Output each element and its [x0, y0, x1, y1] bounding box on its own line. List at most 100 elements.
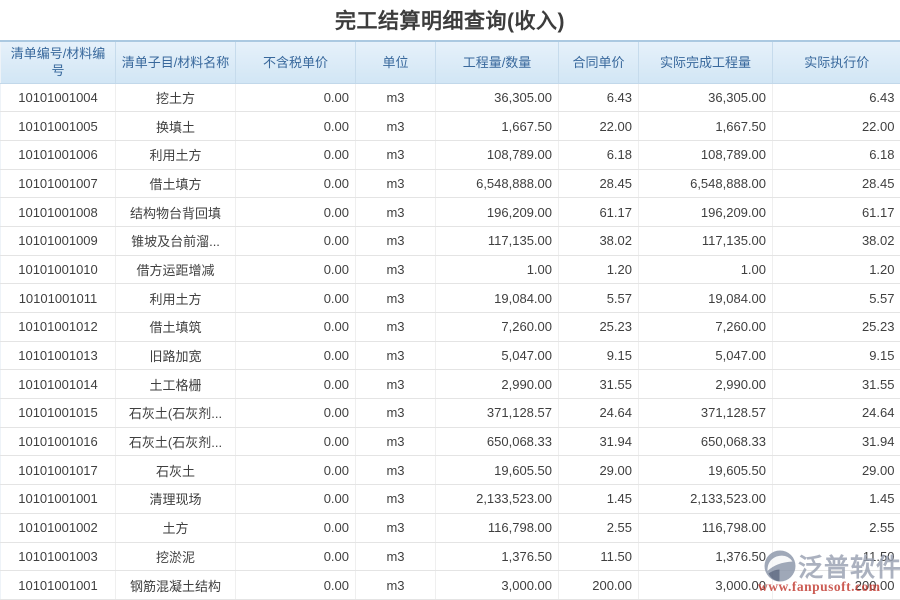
table-row[interactable]: 10101001017 石灰土 0.00 m3 19,605.50 29.00 19,605…	[0, 455, 900, 486]
table-header-row: 清单编号/材料编号 清单子目/材料名称 不含税单价 单位 工程量/数量 合同单价 实际完成工…	[0, 40, 900, 84]
column-header: 合同单价	[558, 40, 639, 84]
table-cell: 200.00	[772, 570, 900, 600]
table-row[interactable]: 10101001010 借方运距增减 0.00 m3 1.00 1.20 1.00 1.20	[0, 255, 900, 285]
table-cell: 10101001002	[0, 513, 116, 543]
table-cell: 10101001008	[0, 197, 116, 227]
table-cell: 6,548,888.00	[435, 169, 559, 199]
table-row[interactable]: 10101001016 石灰土(石灰剂... 0.00 m3 650,068.33 31.…	[0, 427, 900, 457]
table-cell: 2,133,523.00	[638, 484, 773, 514]
table-cell: 0.00	[235, 283, 356, 313]
table-cell: 9.15	[558, 341, 639, 371]
table-cell: 1.20	[772, 255, 900, 285]
table-row[interactable]: 10101001015 石灰土(石灰剂... 0.00 m3 371,128.57 24.…	[0, 398, 900, 428]
table-cell: 1.00	[638, 255, 773, 285]
table-cell: 借方运距增减	[115, 255, 236, 285]
table-cell: 22.00	[558, 111, 639, 141]
table-cell: 石灰土	[115, 455, 236, 486]
table-cell: 650,068.33	[435, 427, 559, 457]
table-row[interactable]: 10101001006 利用土方 0.00 m3 108,789.00 6.18 108,7…	[0, 140, 900, 170]
table-cell: m3	[355, 484, 436, 514]
table-cell: 29.00	[558, 455, 639, 486]
table-row[interactable]: 10101001008 结构物台背回填 0.00 m3 196,209.00 61.17 1…	[0, 197, 900, 227]
table-cell: 6,548,888.00	[638, 169, 773, 199]
table-row[interactable]: 10101001009 锥坡及台前溜... 0.00 m3 117,135.00 38.0…	[0, 226, 900, 256]
column-header: 清单编号/材料编号	[0, 40, 116, 84]
table-cell: 31.55	[558, 369, 639, 400]
table-row[interactable]: 10101001001 钢筋混凝土结构 0.00 m3 3,000.00 200.00 3,…	[0, 570, 900, 600]
table-cell: 5.57	[558, 283, 639, 313]
table-cell: 10101001017	[0, 455, 116, 486]
table-cell: 5,047.00	[638, 341, 773, 371]
table-cell: 3,000.00	[435, 570, 559, 600]
table-cell: 0.00	[235, 255, 356, 285]
table-cell: 5.57	[772, 283, 900, 313]
table-row[interactable]: 10101001003 挖淤泥 0.00 m3 1,376.50 11.50 1,376.5…	[0, 542, 900, 572]
table-row[interactable]: 10101001004 挖土方 0.00 m3 36,305.00 6.43 36,305.…	[0, 83, 900, 113]
table-cell: 371,128.57	[638, 398, 773, 428]
table-header: 清单编号/材料编号 清单子目/材料名称 不含税单价 单位 工程量/数量 合同单价 实际完成工…	[0, 40, 900, 84]
column-header: 单位	[355, 40, 436, 84]
table-row[interactable]: 10101001011 利用土方 0.00 m3 19,084.00 5.57 19,084…	[0, 283, 900, 313]
table-cell: 196,209.00	[435, 197, 559, 227]
table-cell: 6.18	[772, 140, 900, 170]
page-title: 完工结算明细查询(收入)	[335, 10, 565, 33]
table-cell: 10101001015	[0, 398, 116, 428]
table-cell: 24.64	[558, 398, 639, 428]
table-cell: 换填土	[115, 111, 236, 141]
table-cell: 石灰土(石灰剂...	[115, 427, 236, 457]
table-cell: 10101001011	[0, 283, 116, 313]
table-cell: 10101001009	[0, 226, 116, 256]
table-cell: m3	[355, 513, 436, 543]
table-row[interactable]: 10101001002 土方 0.00 m3 116,798.00 2.55 116,798…	[0, 513, 900, 543]
table-cell: 19,084.00	[638, 283, 773, 313]
table-cell: 0.00	[235, 226, 356, 256]
table-cell: 10101001001	[0, 484, 116, 514]
table-row[interactable]: 10101001001 清理现场 0.00 m3 2,133,523.00 1.45 2,1…	[0, 484, 900, 514]
table-cell: 28.45	[558, 169, 639, 199]
table-cell: 0.00	[235, 312, 356, 342]
table-cell: 116,798.00	[435, 513, 559, 543]
table-cell: 24.64	[772, 398, 900, 428]
table-cell: m3	[355, 111, 436, 141]
table-cell: 锥坡及台前溜...	[115, 226, 236, 256]
table-cell: m3	[355, 140, 436, 170]
table-cell: 0.00	[235, 513, 356, 543]
table-cell: 0.00	[235, 455, 356, 486]
table-cell: 19,605.50	[638, 455, 773, 486]
table-cell: 29.00	[772, 455, 900, 486]
table-cell: m3	[355, 169, 436, 199]
table-cell: 7,260.00	[638, 312, 773, 342]
table-cell: 2,990.00	[435, 369, 559, 400]
table-cell: 11.50	[772, 542, 900, 572]
table-cell: 5,047.00	[435, 341, 559, 371]
table-cell: 钢筋混凝土结构	[115, 570, 236, 600]
table-body: 10101001004 挖土方 0.00 m3 36,305.00 6.43 36,305.…	[0, 83, 900, 600]
table-cell: 117,135.00	[638, 226, 773, 256]
table-cell: 石灰土(石灰剂...	[115, 398, 236, 428]
table-cell: 36,305.00	[638, 83, 773, 113]
table-cell: 108,789.00	[435, 140, 559, 170]
table-cell: 6.43	[558, 83, 639, 113]
table-cell: 22.00	[772, 111, 900, 141]
table-cell: m3	[355, 398, 436, 428]
table-cell: 0.00	[235, 83, 356, 113]
table-cell: 0.00	[235, 398, 356, 428]
table-cell: 0.00	[235, 341, 356, 371]
table-row[interactable]: 10101001013 旧路加宽 0.00 m3 5,047.00 9.15 5,047.0…	[0, 341, 900, 371]
table-cell: 0.00	[235, 542, 356, 572]
table-cell: 10101001005	[0, 111, 116, 141]
table-cell: m3	[355, 283, 436, 313]
table-row[interactable]: 10101001012 借土填筑 0.00 m3 7,260.00 25.23 7,260.…	[0, 312, 900, 342]
table-cell: 0.00	[235, 169, 356, 199]
column-header: 实际执行价	[772, 40, 900, 84]
table-cell: 1.20	[558, 255, 639, 285]
table-row[interactable]: 10101001007 借土填方 0.00 m3 6,548,888.00 28.45 6,…	[0, 169, 900, 199]
table-cell: 1.00	[435, 255, 559, 285]
table-cell: 2,133,523.00	[435, 484, 559, 514]
table-cell: 10101001006	[0, 140, 116, 170]
table-cell: 借土填方	[115, 169, 236, 199]
table-cell: m3	[355, 83, 436, 113]
table-row[interactable]: 10101001014 土工格栅 0.00 m3 2,990.00 31.55 2,990.…	[0, 369, 900, 400]
table-row[interactable]: 10101001005 换填土 0.00 m3 1,667.50 22.00 1,667.5…	[0, 111, 900, 141]
table-cell: 清理现场	[115, 484, 236, 514]
